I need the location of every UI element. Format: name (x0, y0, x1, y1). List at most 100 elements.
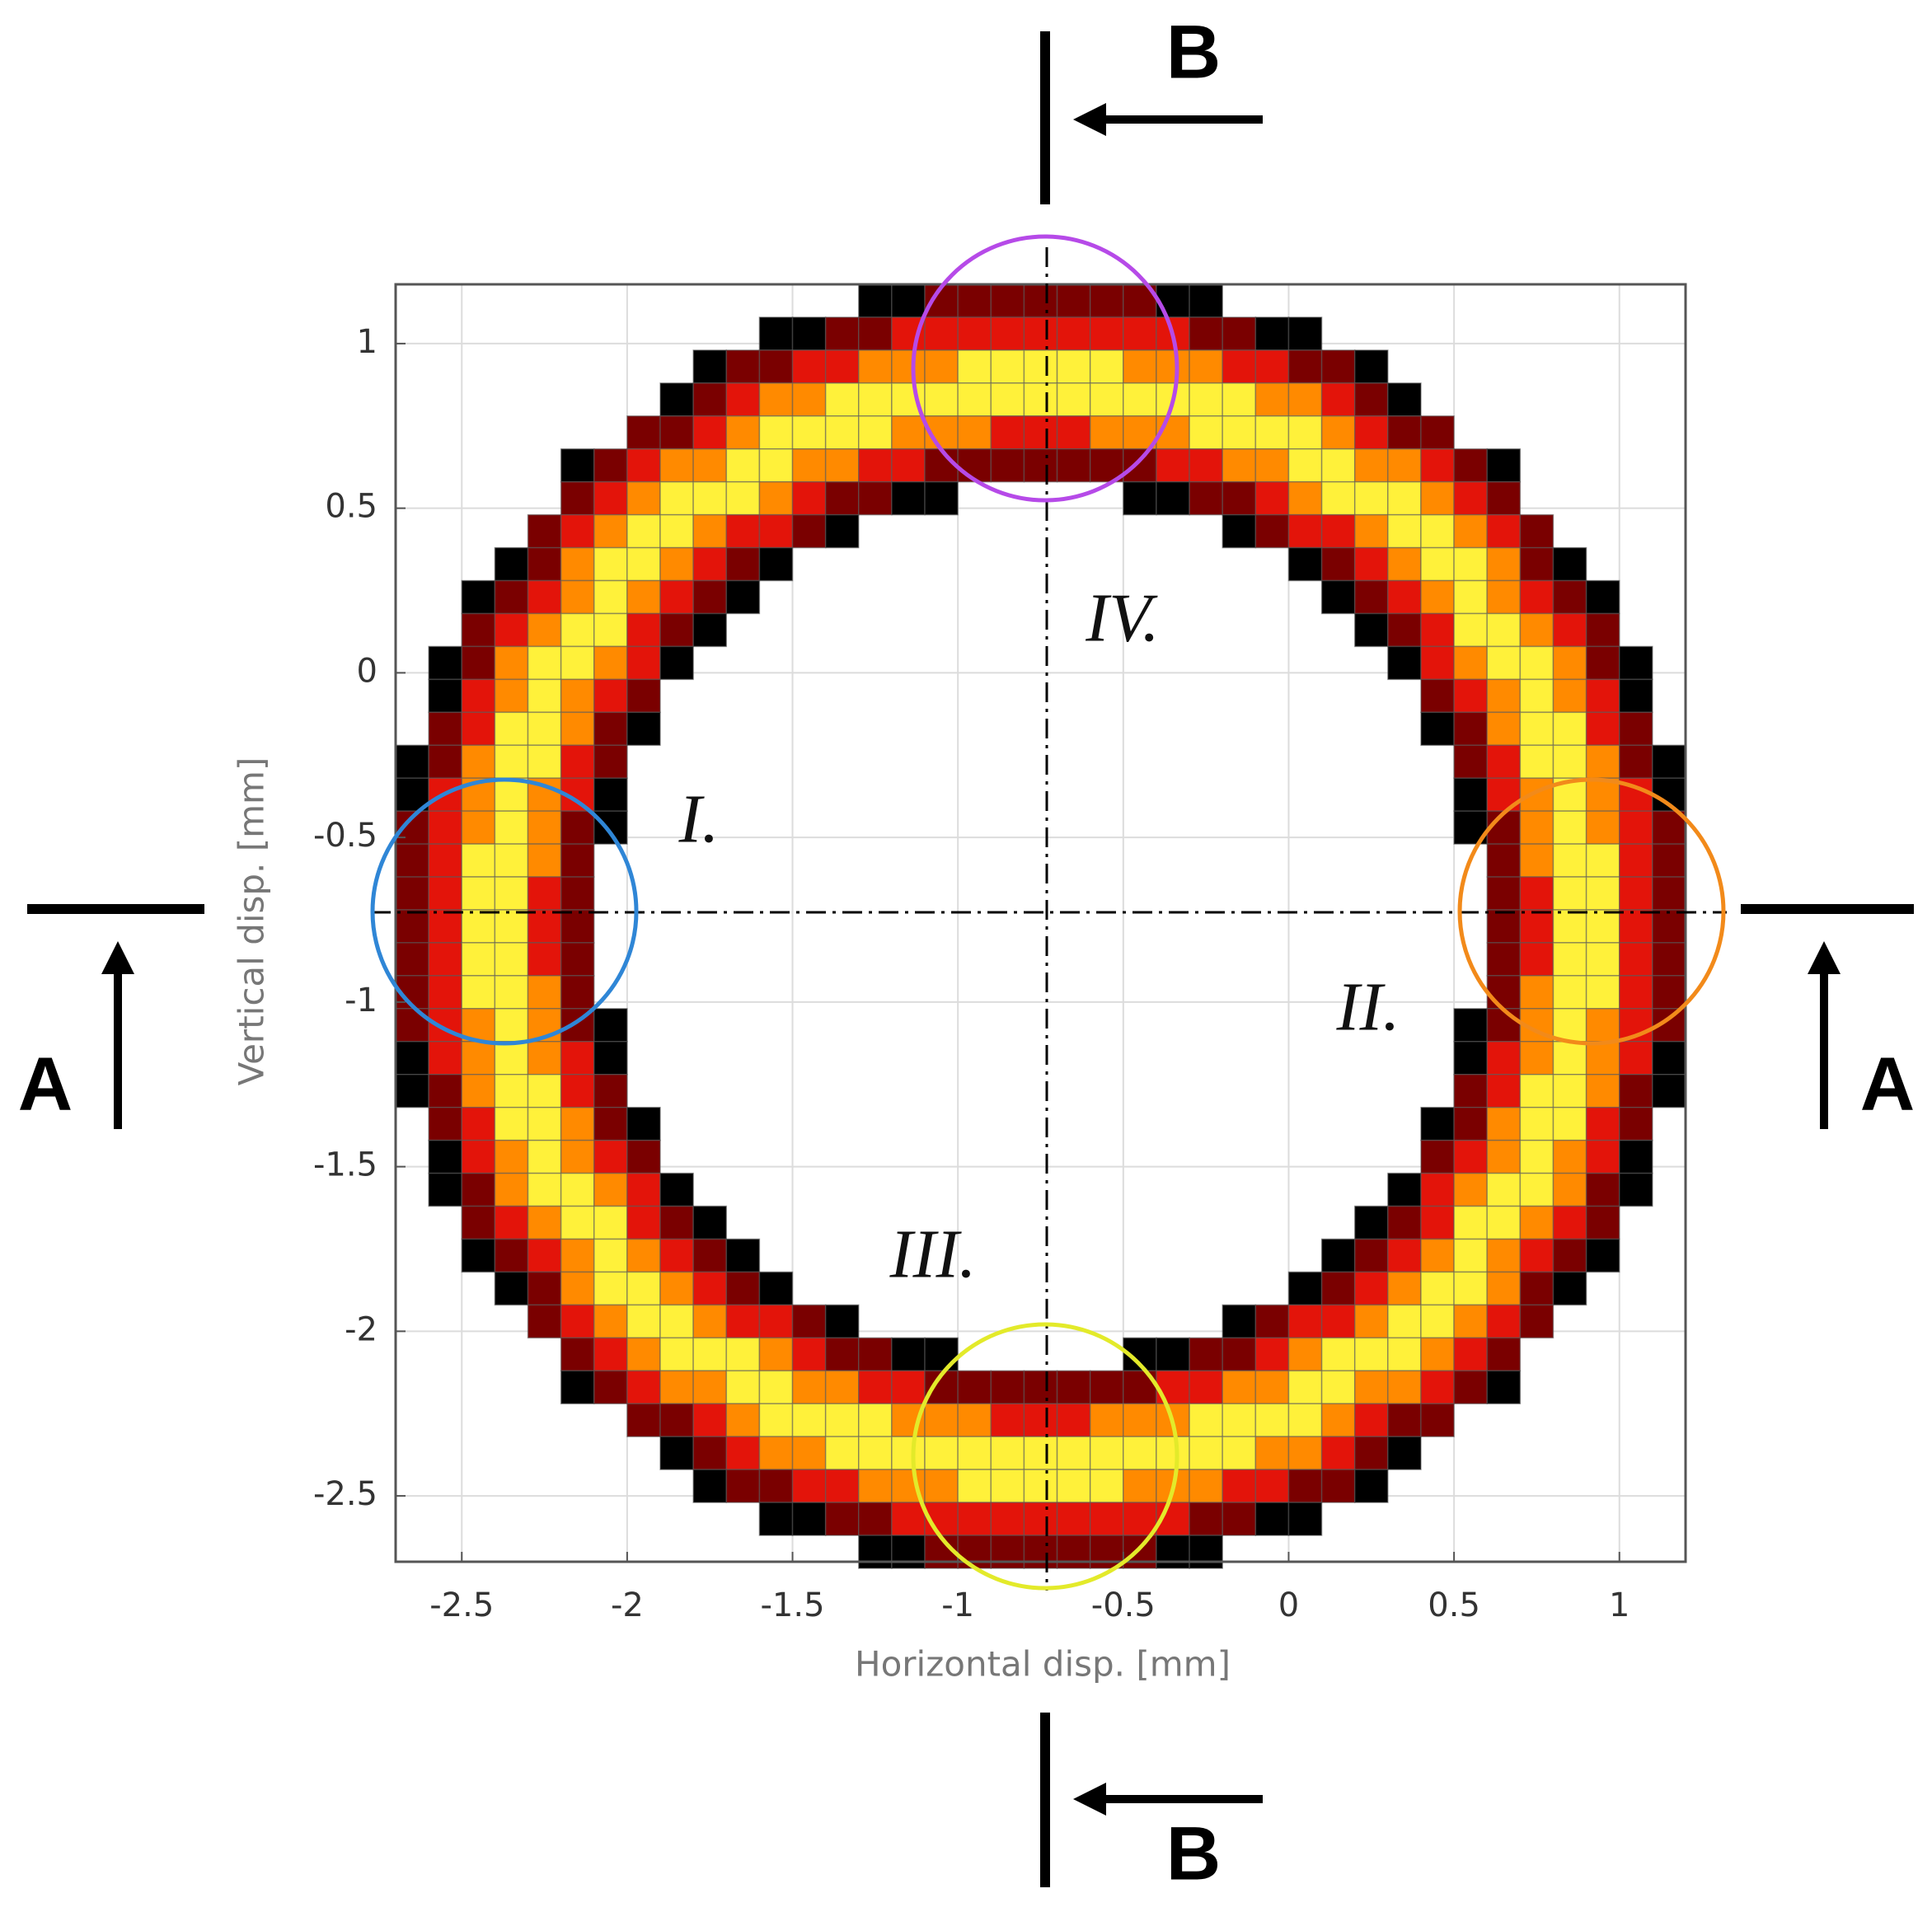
heatmap-cell (461, 1041, 496, 1076)
heatmap-cell (560, 810, 595, 845)
heatmap-cell (1320, 480, 1356, 516)
heatmap-cell (791, 316, 827, 351)
heatmap-cell (1189, 480, 1223, 516)
heatmap-cell (1287, 1304, 1323, 1339)
heatmap-cell (1189, 1337, 1223, 1372)
heatmap-cell (758, 415, 794, 450)
heatmap-cell (1486, 612, 1522, 648)
heatmap-cell (725, 579, 761, 615)
heatmap-cell (659, 546, 694, 582)
heatmap-cell (725, 546, 761, 582)
heatmap-cell (527, 1172, 562, 1207)
heatmap-cell (560, 645, 595, 681)
heatmap-cell (593, 480, 628, 516)
heatmap-cell (428, 711, 463, 747)
heatmap-cell (1618, 1172, 1653, 1207)
heatmap-cell (1420, 1337, 1455, 1372)
heatmap-cell (791, 513, 827, 549)
y-tick-label: -1.5 (313, 1146, 377, 1184)
heatmap-cell (1056, 1403, 1091, 1437)
heatmap-cell (461, 1074, 496, 1108)
heatmap-cell (1486, 1370, 1522, 1404)
heatmap-cell (1123, 349, 1157, 384)
heatmap-cell (1453, 777, 1488, 812)
heatmap-cell (659, 612, 694, 648)
heatmap-cell (1585, 1106, 1620, 1141)
heatmap-cell (1254, 1502, 1290, 1536)
heatmap-cell (725, 1370, 761, 1404)
heatmap-cell (957, 448, 992, 483)
heatmap-cell (1287, 1370, 1323, 1404)
heatmap-cell (626, 1172, 661, 1207)
heatmap-cell (1056, 448, 1091, 483)
heatmap-cell (527, 1238, 562, 1273)
heatmap-cell (527, 1139, 562, 1174)
heatmap-cell (725, 1403, 761, 1437)
heatmap-cell (1353, 1436, 1389, 1470)
heatmap-cell (1486, 909, 1522, 944)
heatmap-cell (1353, 415, 1389, 450)
heatmap-cell (1387, 1205, 1422, 1240)
heatmap-cell (891, 1337, 926, 1372)
heatmap-cell (1552, 909, 1587, 944)
heatmap-cell (1387, 415, 1422, 450)
heatmap-cell (1320, 1337, 1356, 1372)
heatmap-cell (593, 448, 628, 483)
heatmap-cell (494, 1008, 529, 1043)
heatmap-cell (1519, 876, 1555, 911)
heatmap-cell (1222, 480, 1257, 516)
heatmap-cell (1552, 1041, 1587, 1076)
heatmap-cell (1486, 744, 1522, 779)
heatmap-cell (1056, 1469, 1091, 1503)
heatmap-cell (1056, 1436, 1091, 1470)
heatmap-cell (626, 1271, 661, 1306)
heatmap-cell (1519, 975, 1555, 1010)
heatmap-cell (593, 1008, 628, 1043)
heatmap-cell (1585, 612, 1620, 648)
heatmap-cell (527, 645, 562, 681)
heatmap-cell (1353, 1304, 1389, 1339)
heatmap-cell (560, 909, 595, 944)
heatmap-cell (1222, 1502, 1257, 1536)
heatmap-cell (1353, 1205, 1389, 1240)
heatmap-cell (560, 1238, 595, 1273)
heatmap-cell (626, 645, 661, 681)
heatmap-cell (1189, 415, 1223, 450)
heatmap-cell (1585, 711, 1620, 747)
heatmap-cell (1552, 843, 1587, 878)
y-tick-label: -1 (345, 982, 377, 1019)
heatmap-cell (659, 1304, 694, 1339)
heatmap-cell (659, 1172, 694, 1207)
heatmap-cell (1519, 1304, 1555, 1339)
heatmap-cell (593, 513, 628, 549)
heatmap-cell (858, 1469, 893, 1503)
heatmap-cell (1023, 349, 1058, 384)
heatmap-cell (494, 1041, 529, 1076)
heatmap-cell (858, 1535, 893, 1569)
heatmap-cell (1189, 382, 1223, 417)
heatmap-cell (560, 546, 595, 582)
heatmap-cell (1189, 448, 1223, 483)
heatmap-cell (1486, 843, 1522, 878)
heatmap-cell (824, 513, 860, 549)
heatmap-cell (924, 1337, 959, 1372)
heatmap-cell (560, 1106, 595, 1141)
heatmap-cell (527, 744, 562, 779)
heatmap-cell (1287, 513, 1323, 549)
highlight-circle (370, 777, 639, 1046)
heatmap-cell (692, 1271, 728, 1306)
heatmap-cell (527, 810, 562, 845)
heatmap-cell (1387, 1238, 1422, 1273)
heatmap-cell (461, 942, 496, 977)
heatmap-cell (1320, 1304, 1356, 1339)
heatmap-cell (824, 382, 860, 417)
heatmap-cell (1585, 1205, 1620, 1240)
heatmap-cell (725, 415, 761, 450)
heatmap-cell (1552, 678, 1587, 714)
heatmap-cell (1585, 1074, 1620, 1108)
y-tick-label: 0.5 (325, 488, 377, 526)
heatmap-cell (1486, 1238, 1522, 1273)
heatmap-cell (395, 876, 429, 911)
heatmap-cell (1387, 579, 1422, 615)
heatmap-cell (494, 975, 529, 1010)
